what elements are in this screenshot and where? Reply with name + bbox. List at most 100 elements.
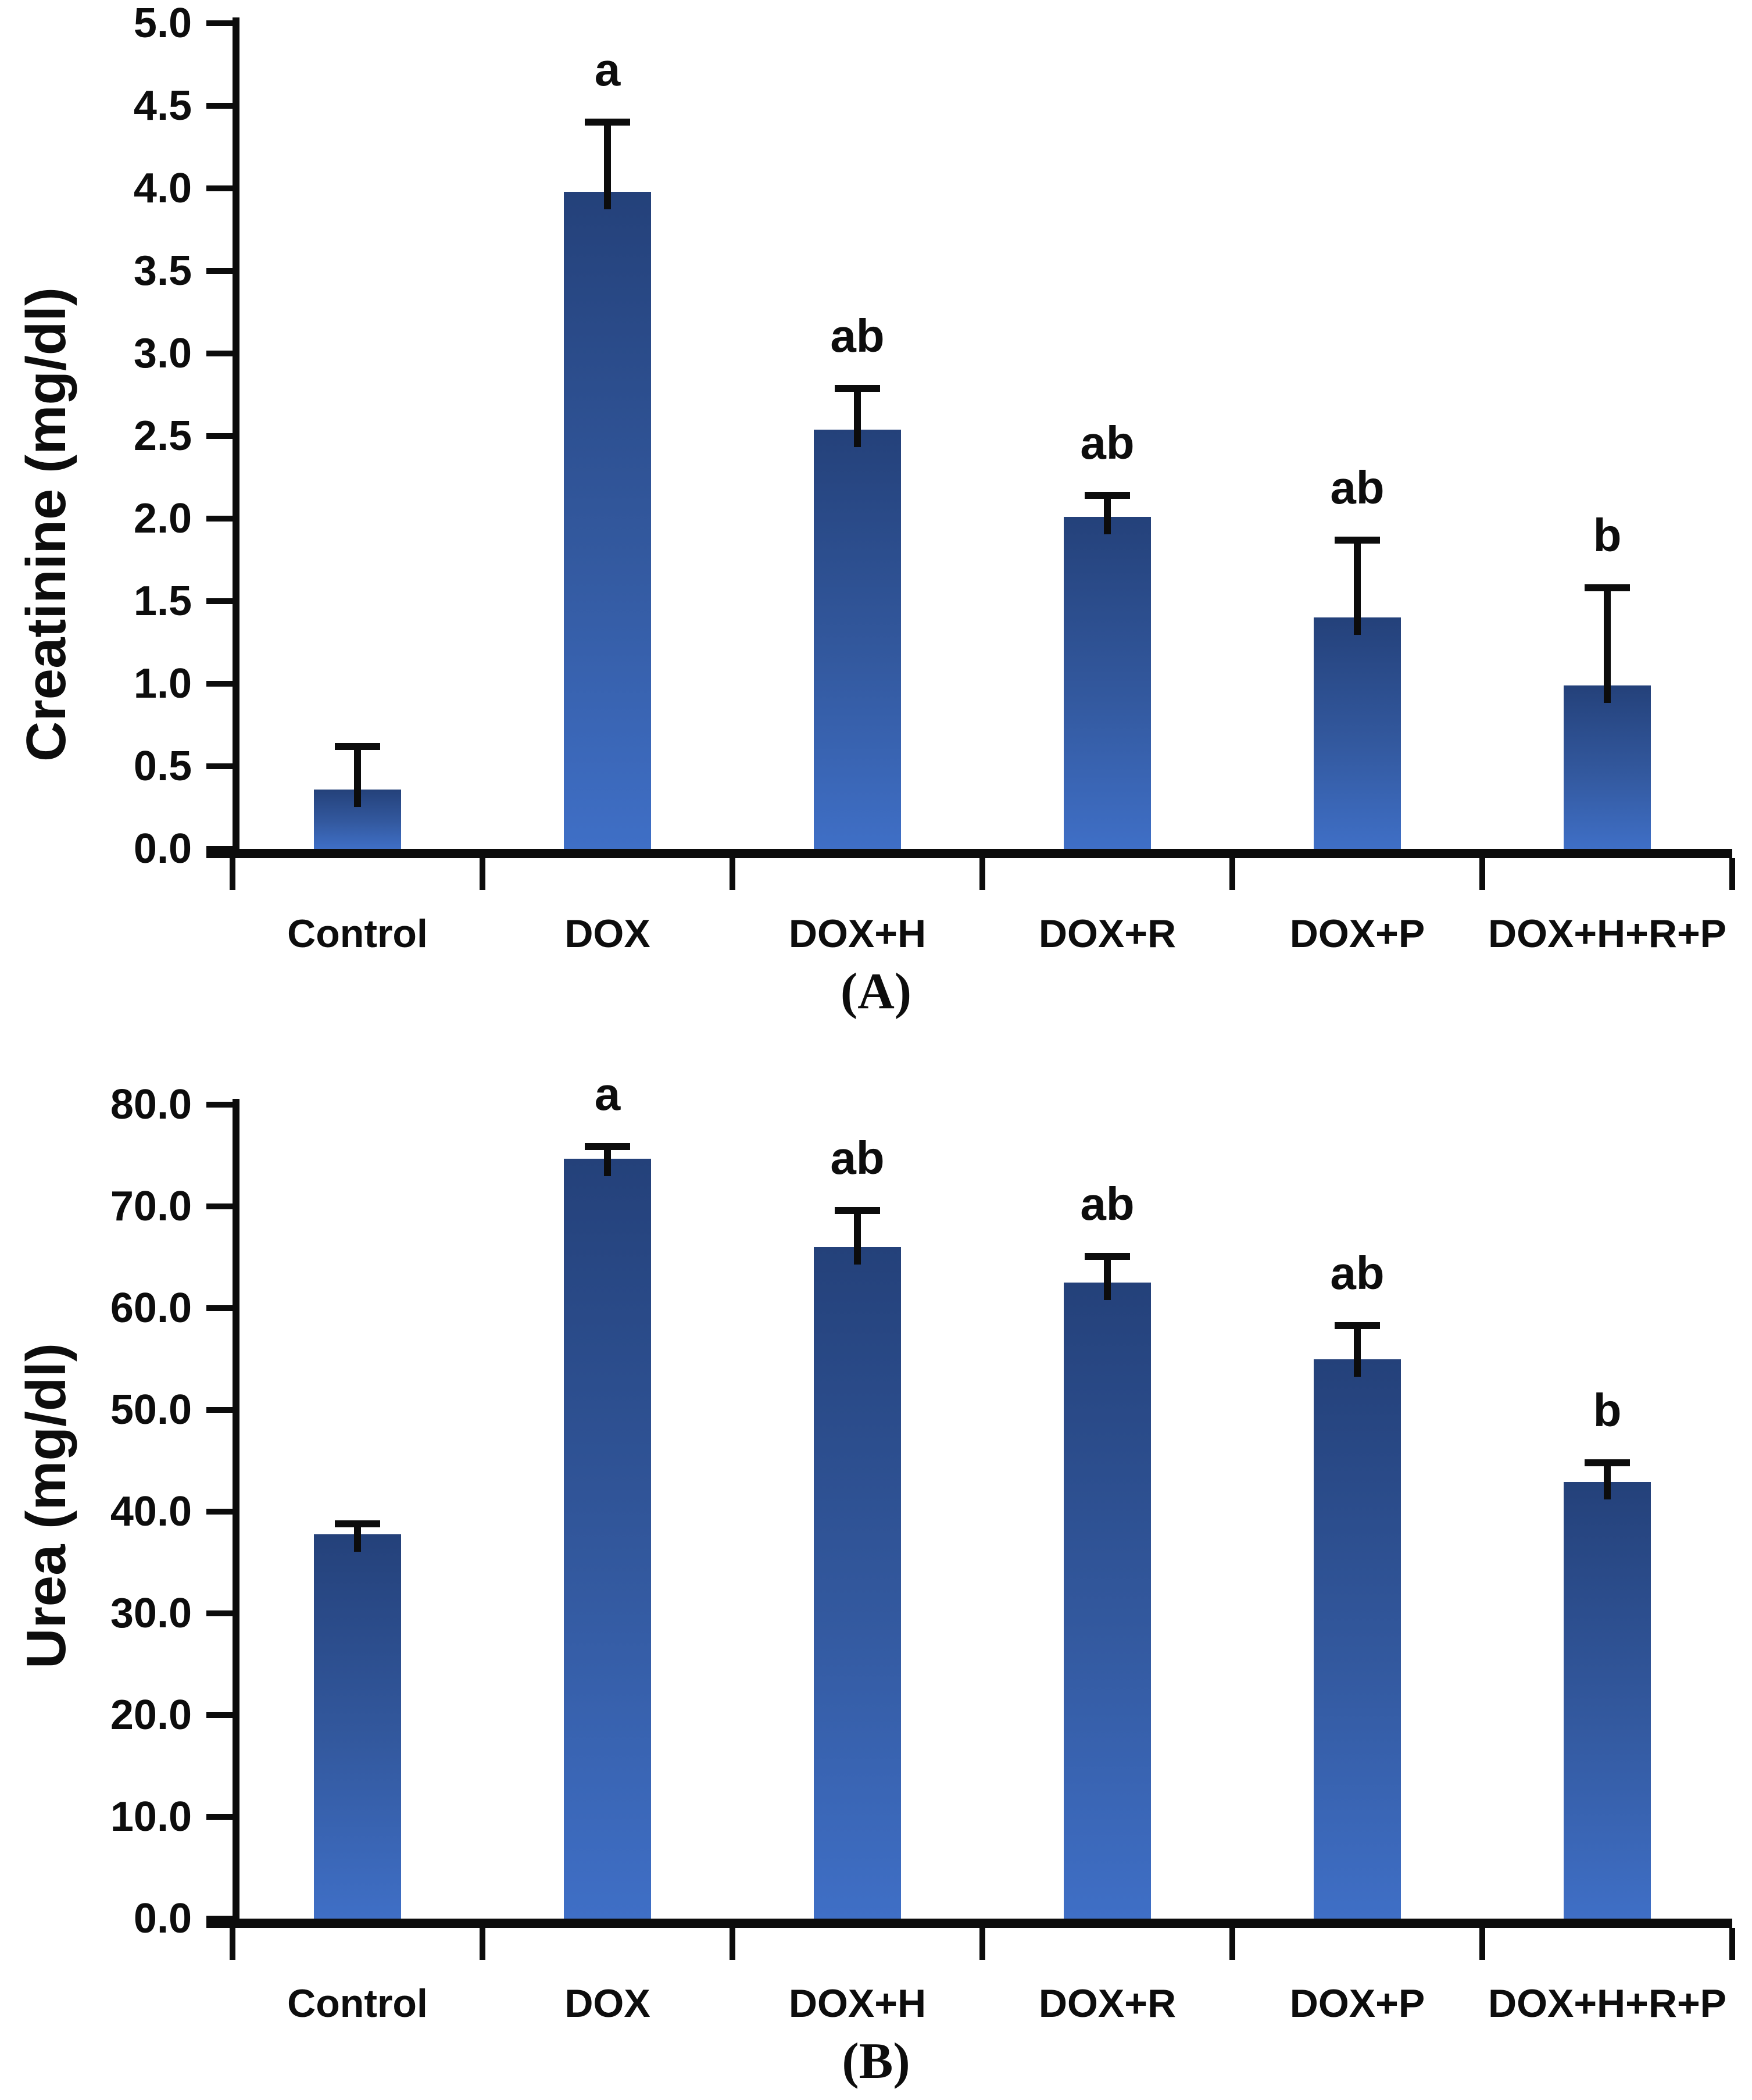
x-axis-tick xyxy=(730,1928,735,1960)
significance-letter: b xyxy=(1593,1384,1622,1436)
x-axis-tick xyxy=(1729,858,1735,890)
bar-dox xyxy=(564,191,651,849)
x-axis-tick xyxy=(1479,1928,1485,1960)
x-axis-line xyxy=(206,849,1732,858)
y-axis-tick xyxy=(206,1916,233,1922)
error-bar-line xyxy=(354,746,361,807)
x-axis-tick xyxy=(230,1928,235,1960)
panel-a: Creatinine (mg/dl) 5.0 4.5 4.0 3.5 3.0 2.5 2.0… xyxy=(0,0,1752,1047)
panel-b: Urea (mg/dl) 80.0 70.0 60.0 50.0 40.0 30.0 20.… xyxy=(0,1047,1752,2100)
x-axis-tick xyxy=(1729,1928,1735,1960)
y-axis-tick xyxy=(206,1102,233,1108)
x-category-label: DOX+H xyxy=(788,1981,927,2026)
error-bar-cap xyxy=(585,1142,630,1150)
error-bar-line xyxy=(1354,1325,1361,1377)
bar-dox+h+r+p xyxy=(1564,685,1651,849)
y-axis-tick xyxy=(206,763,233,769)
x-category-label: DOX+P xyxy=(1289,1981,1425,2026)
x-axis-tick xyxy=(1479,858,1485,890)
panel-a-plot-area: 5.0 4.5 4.0 3.5 3.0 2.5 2.0 1.5 1.0 0.5 0.0 Control… xyxy=(134,1,1735,955)
y-axis-tick-label: 0.0 xyxy=(133,826,192,872)
x-category-label: DOX+R xyxy=(1038,912,1177,956)
error-bar-line xyxy=(1604,588,1611,703)
y-axis-tick xyxy=(206,268,233,274)
bar-dox+p xyxy=(1314,617,1401,849)
x-axis-line xyxy=(206,1919,1732,1928)
y-axis-tick-label: 10.0 xyxy=(110,1794,192,1840)
y-axis-tick-label: 50.0 xyxy=(110,1387,192,1433)
y-axis-tick-label: 60.0 xyxy=(110,1285,192,1331)
y-axis-tick xyxy=(206,1509,233,1515)
x-category-label: DOX+H xyxy=(788,912,927,956)
y-axis-tick xyxy=(206,103,233,109)
y-axis-tick-label: 30.0 xyxy=(110,1590,192,1637)
error-bar-line xyxy=(854,388,861,447)
error-bar-cap xyxy=(1335,536,1380,544)
error-bar-line xyxy=(1104,495,1111,535)
x-category-label: DOX xyxy=(564,1981,650,2026)
error-bar-line xyxy=(354,1524,361,1552)
panel-b-plot-area: 80.0 70.0 60.0 50.0 40.0 30.0 20.0 10.0 0.0 Contr… xyxy=(110,1070,1735,2024)
bar-dox+h xyxy=(814,429,901,849)
bar-control xyxy=(314,1534,401,1919)
y-axis-tick-label: 5.0 xyxy=(133,0,192,47)
x-axis-tick xyxy=(979,858,985,890)
y-axis-tick xyxy=(206,1305,233,1311)
error-bar-cap xyxy=(585,119,630,126)
x-axis-tick xyxy=(979,1928,985,1960)
error-bar-line xyxy=(604,122,611,209)
y-axis-tick-label: 4.5 xyxy=(133,83,192,129)
bar-dox+p xyxy=(1314,1359,1401,1919)
error-bar-cap xyxy=(335,742,380,750)
y-axis-line xyxy=(233,1099,239,1928)
error-bar-line xyxy=(854,1210,861,1265)
error-bar-cap xyxy=(1085,492,1130,499)
error-bar-cap xyxy=(1585,584,1630,592)
bar-dox+r xyxy=(1064,517,1151,849)
y-axis-tick xyxy=(206,20,233,26)
y-axis-tick xyxy=(206,1407,233,1413)
y-axis-tick-label: 3.5 xyxy=(133,248,192,294)
x-axis-tick xyxy=(480,858,485,890)
y-axis-tick-label: 1.0 xyxy=(133,660,192,707)
y-axis-tick-label: 2.5 xyxy=(133,413,192,459)
x-category-label: DOX+H+R+P xyxy=(1488,912,1727,956)
error-bar-cap xyxy=(835,1207,880,1214)
significance-letter: a xyxy=(594,44,621,96)
y-axis-tick xyxy=(206,1610,233,1616)
y-axis-tick-label: 2.0 xyxy=(133,495,192,542)
x-axis-tick xyxy=(480,1928,485,1960)
y-axis-tick xyxy=(206,433,233,439)
bar-dox+h xyxy=(814,1247,901,1919)
y-axis-tick xyxy=(206,846,233,852)
panel-b-caption: (B) xyxy=(842,2033,910,2090)
y-axis-tick xyxy=(206,516,233,522)
x-axis-tick xyxy=(1229,858,1235,890)
x-category-label: DOX+H+R+P xyxy=(1488,1981,1727,2026)
panel-a-caption: (A) xyxy=(840,963,912,1020)
x-category-label: DOX xyxy=(564,912,650,956)
error-bar-line xyxy=(604,1146,611,1176)
y-axis-tick xyxy=(206,1814,233,1820)
y-axis-tick-label: 0.5 xyxy=(133,743,192,790)
error-bar-cap xyxy=(335,1520,380,1527)
y-axis-tick-label: 80.0 xyxy=(110,1081,192,1128)
bar-dox+r xyxy=(1064,1283,1151,1919)
y-axis-tick xyxy=(206,598,233,604)
x-category-label: DOX+P xyxy=(1289,912,1425,956)
error-bar-cap xyxy=(835,384,880,392)
error-bar-cap xyxy=(1585,1459,1630,1466)
error-bar-cap xyxy=(1085,1252,1130,1260)
y-axis-tick-label: 1.5 xyxy=(133,578,192,624)
y-axis-tick-label: 70.0 xyxy=(110,1183,192,1230)
y-axis-tick xyxy=(206,1203,233,1209)
x-category-label: DOX+R xyxy=(1038,1981,1177,2026)
bar-dox+h+r+p xyxy=(1564,1482,1651,1919)
y-axis-tick-label: 40.0 xyxy=(110,1488,192,1535)
y-axis-tick-label: 4.0 xyxy=(133,165,192,212)
significance-letter: ab xyxy=(830,309,885,362)
y-axis-tick xyxy=(206,185,233,191)
y-axis-tick xyxy=(206,681,233,687)
y-axis-line xyxy=(233,17,239,858)
